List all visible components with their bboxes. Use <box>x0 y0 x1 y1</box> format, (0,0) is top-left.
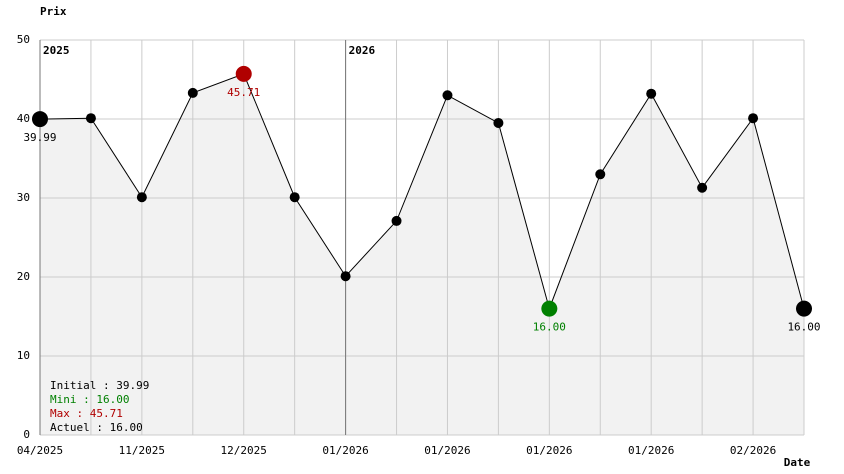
legend-entry: Mini : 16.00 <box>50 393 129 406</box>
x-tick-label: 01/2026 <box>322 444 368 457</box>
x-tick-label: 01/2026 <box>424 444 470 457</box>
legend-entry: Initial : 39.99 <box>50 379 149 392</box>
y-tick-label: 40 <box>17 112 30 125</box>
y-tick-label: 30 <box>17 191 30 204</box>
x-tick-label: 12/2025 <box>221 444 267 457</box>
x-tick-label: 01/2026 <box>628 444 674 457</box>
point <box>85 113 96 124</box>
point <box>646 88 657 99</box>
y-tick-label: 0 <box>23 428 30 441</box>
legend-entry: Max : 45.71 <box>50 407 123 420</box>
year-label: 2026 <box>349 44 376 57</box>
value-label: 16.00 <box>787 321 820 334</box>
x-tick-label: 04/2025 <box>17 444 63 457</box>
point <box>340 271 351 282</box>
x-tick-label: 01/2026 <box>526 444 572 457</box>
x-axis-label: Date <box>784 456 811 469</box>
point <box>235 65 252 82</box>
point <box>697 182 708 193</box>
x-tick-label: 11/2025 <box>119 444 165 457</box>
y-tick-label: 10 <box>17 349 30 362</box>
point <box>595 169 606 180</box>
value-label: 45.71 <box>227 86 260 99</box>
y-axis-label: Prix <box>40 5 67 18</box>
value-label: 16.00 <box>533 321 566 334</box>
point <box>136 192 147 203</box>
x-tick-label: 02/2026 <box>730 444 776 457</box>
point <box>187 87 198 98</box>
point <box>796 300 812 317</box>
point <box>289 192 300 203</box>
y-tick-label: 20 <box>17 270 30 283</box>
point <box>541 300 558 317</box>
point <box>442 90 453 101</box>
point <box>391 215 402 226</box>
value-label: 39.99 <box>23 131 56 144</box>
area-fill <box>40 73 804 436</box>
point <box>748 113 759 124</box>
legend-entry: Actuel : 16.00 <box>50 421 143 434</box>
y-tick-label: 50 <box>17 33 30 46</box>
point <box>493 117 504 128</box>
year-label: 2025 <box>43 44 70 57</box>
point <box>32 111 48 128</box>
price-line <box>39 73 805 311</box>
